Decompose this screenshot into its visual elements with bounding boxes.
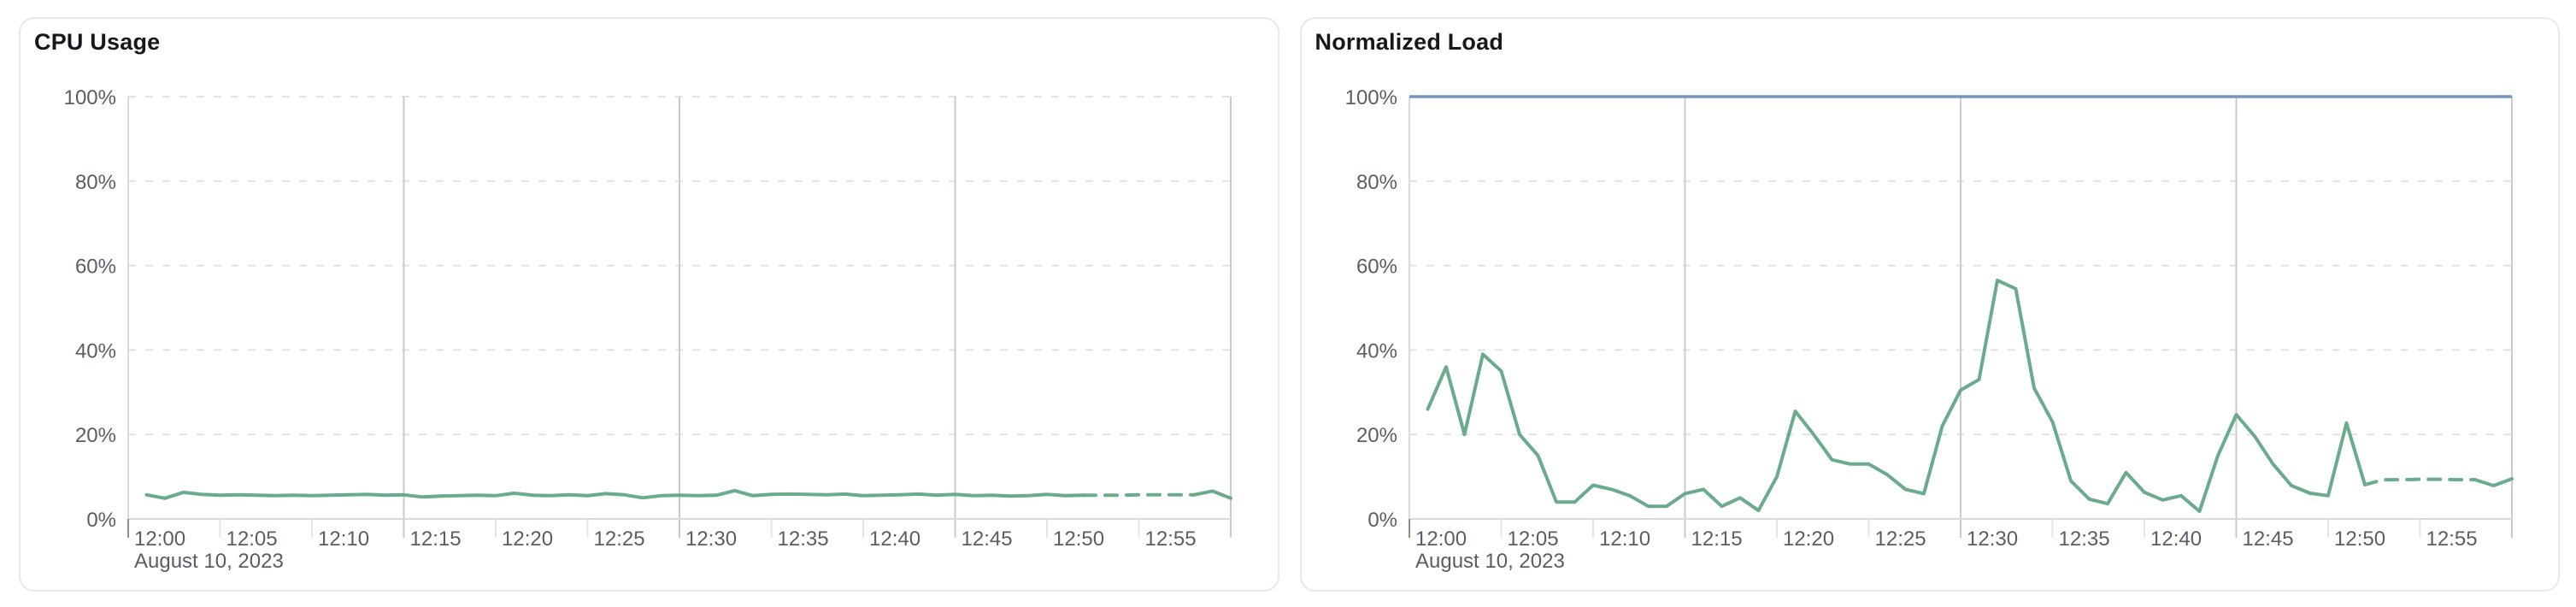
x-tick-label: 12:35 (778, 527, 829, 551)
x-tick-label: 12:10 (318, 527, 369, 551)
cpu-usage-chart[interactable]: 0% 20% 40% 60% 80% 100% 12:00 12:05 12:10 12:15 12… (21, 19, 1278, 590)
x-tick-label: 12:40 (2150, 527, 2202, 551)
chart-card-cpu-usage: CPU Usage 0% 20% 40% 60% 80% 100% 12:00 12:05 12… (19, 17, 1279, 592)
x-tick-label: 12:55 (1145, 527, 1197, 551)
y-tick-label: 40% (75, 339, 116, 362)
y-tick-label: 100% (64, 86, 116, 109)
x-tick-label: 12:10 (1599, 527, 1650, 551)
x-tick-label: 12:30 (1967, 527, 2018, 551)
y-tick-label: 0% (1367, 509, 1397, 532)
series-line-normalized-load-solid (2473, 477, 2514, 487)
x-tick-label: 12:00 (134, 527, 185, 551)
x-tick-label: 12:35 (2058, 527, 2109, 551)
x-tick-label: 12:00 (1415, 527, 1467, 551)
y-tick-label: 100% (1344, 86, 1397, 109)
y-tick-label: 80% (75, 171, 116, 194)
x-tick-label: 12:50 (2334, 527, 2385, 551)
x-tick-label: 12:20 (502, 527, 553, 551)
x-tick-label: 12:05 (1507, 527, 1558, 551)
y-tick-label: 60% (1356, 256, 1397, 279)
series-line-cpu-usage-solid (144, 488, 1085, 500)
chart-title-cpu-usage: CPU Usage (34, 29, 161, 55)
x-tick-label: 12:50 (1053, 527, 1104, 551)
series-line-normalized-load-solid (1426, 278, 2367, 514)
x-tick-label: 12:05 (226, 527, 278, 551)
chart-card-normalized-load: Normalized Load 0% 20% 40% 60% 80% 100% 12:00 1… (1299, 17, 2560, 592)
series-line-cpu-usage-solid (1192, 489, 1232, 500)
x-tick-label: 12:15 (410, 527, 462, 551)
x-axis-date-label: August 10, 2023 (1415, 550, 1565, 573)
x-tick-label: 12:40 (869, 527, 920, 551)
y-tick-label: 20% (1356, 424, 1397, 447)
x-tick-label: 12:55 (2426, 527, 2477, 551)
series-line-cpu-usage-dashed (1082, 492, 1196, 498)
normalized-load-chart[interactable]: 0% 20% 40% 60% 80% 100% 12:00 12:05 12:10 12:15 12… (1302, 19, 2559, 590)
x-tick-label: 12:25 (594, 527, 645, 551)
y-tick-label: 20% (75, 424, 116, 447)
y-tick-label: 60% (75, 256, 116, 279)
x-tick-label: 12:20 (1783, 527, 1834, 551)
x-tick-label: 12:15 (1691, 527, 1742, 551)
x-axis-date-label: August 10, 2023 (134, 550, 284, 573)
y-tick-label: 40% (1356, 339, 1397, 362)
x-tick-label: 12:45 (2242, 527, 2293, 551)
chart-canvas: 0% 20% 40% 60% 80% 100% 12:00 12:05 12:10 12:15 12… (64, 86, 1232, 573)
y-tick-label: 80% (1356, 171, 1397, 194)
chart-canvas: 0% 20% 40% 60% 80% 100% 12:00 12:05 12:10 12:15 12… (1344, 86, 2514, 573)
x-tick-label: 12:45 (962, 527, 1013, 551)
series-line-normalized-load-dashed (2362, 477, 2477, 486)
y-tick-label: 0% (86, 509, 116, 532)
x-tick-label: 12:25 (1874, 527, 1926, 551)
chart-title-normalized-load: Normalized Load (1314, 29, 1504, 55)
x-tick-label: 12:30 (685, 527, 737, 551)
